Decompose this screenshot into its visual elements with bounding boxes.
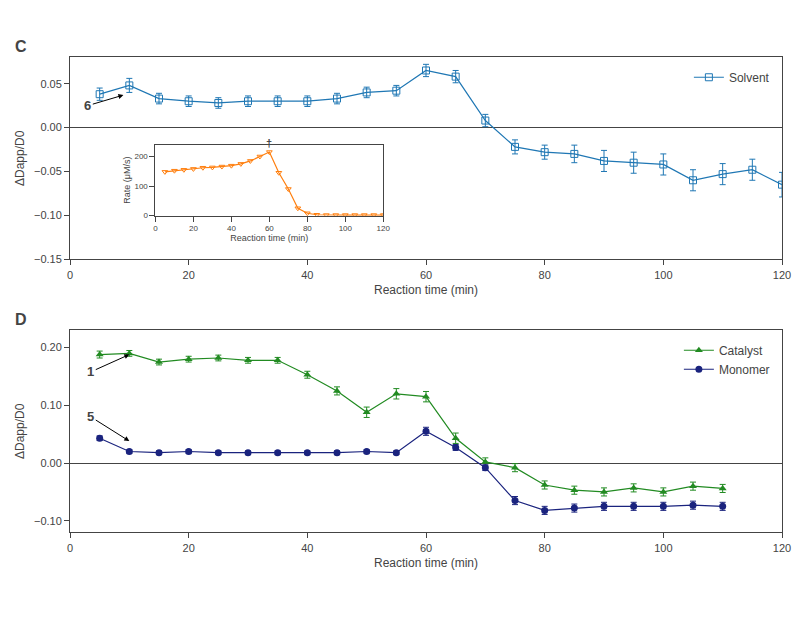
svg-text:0.20: 0.20 — [40, 341, 61, 353]
svg-text:0: 0 — [67, 269, 73, 281]
svg-text:0: 0 — [67, 542, 73, 554]
svg-text:−0.05: −0.05 — [34, 165, 62, 177]
svg-text:Rate (μM/s): Rate (μM/s) — [122, 157, 132, 204]
svg-text:100: 100 — [654, 269, 672, 281]
svg-text:0: 0 — [143, 211, 148, 220]
svg-text:40: 40 — [301, 542, 313, 554]
svg-text:40: 40 — [227, 224, 236, 233]
svg-text:†: † — [266, 137, 272, 149]
svg-text:Reaction time (min): Reaction time (min) — [374, 283, 478, 297]
svg-text:ΔDapp/D0: ΔDapp/D0 — [13, 403, 27, 459]
svg-text:40: 40 — [301, 269, 313, 281]
svg-text:5: 5 — [87, 409, 94, 424]
svg-text:100: 100 — [654, 542, 672, 554]
svg-text:Reaction time (min): Reaction time (min) — [230, 233, 308, 243]
svg-text:60: 60 — [420, 542, 432, 554]
svg-text:100: 100 — [134, 182, 148, 191]
svg-text:120: 120 — [773, 542, 791, 554]
svg-text:20: 20 — [183, 269, 195, 281]
svg-text:6: 6 — [84, 98, 91, 113]
svg-text:120: 120 — [773, 269, 791, 281]
svg-text:Catalyst: Catalyst — [719, 344, 763, 358]
svg-text:20: 20 — [183, 542, 195, 554]
svg-text:0: 0 — [153, 224, 158, 233]
svg-text:120: 120 — [377, 224, 391, 233]
svg-text:−0.10: −0.10 — [34, 209, 62, 221]
svg-text:80: 80 — [539, 269, 551, 281]
svg-text:60: 60 — [420, 269, 432, 281]
svg-text:20: 20 — [189, 224, 198, 233]
svg-text:−0.15: −0.15 — [34, 253, 62, 265]
svg-text:60: 60 — [265, 224, 274, 233]
svg-text:200: 200 — [134, 152, 148, 161]
svg-text:80: 80 — [303, 224, 312, 233]
svg-text:Solvent: Solvent — [729, 71, 770, 85]
svg-text:ΔDapp/D0: ΔDapp/D0 — [13, 130, 27, 186]
svg-text:D: D — [15, 311, 27, 328]
svg-text:80: 80 — [539, 542, 551, 554]
svg-text:Monomer: Monomer — [719, 363, 770, 377]
svg-text:0.05: 0.05 — [40, 78, 61, 90]
svg-text:Reaction time (min): Reaction time (min) — [374, 556, 478, 570]
svg-text:0.00: 0.00 — [40, 457, 61, 469]
svg-text:0.10: 0.10 — [40, 399, 61, 411]
svg-text:−0.10: −0.10 — [34, 515, 62, 527]
svg-text:C: C — [15, 38, 27, 55]
svg-text:0.00: 0.00 — [40, 121, 61, 133]
svg-text:100: 100 — [339, 224, 353, 233]
svg-text:1: 1 — [87, 364, 94, 379]
